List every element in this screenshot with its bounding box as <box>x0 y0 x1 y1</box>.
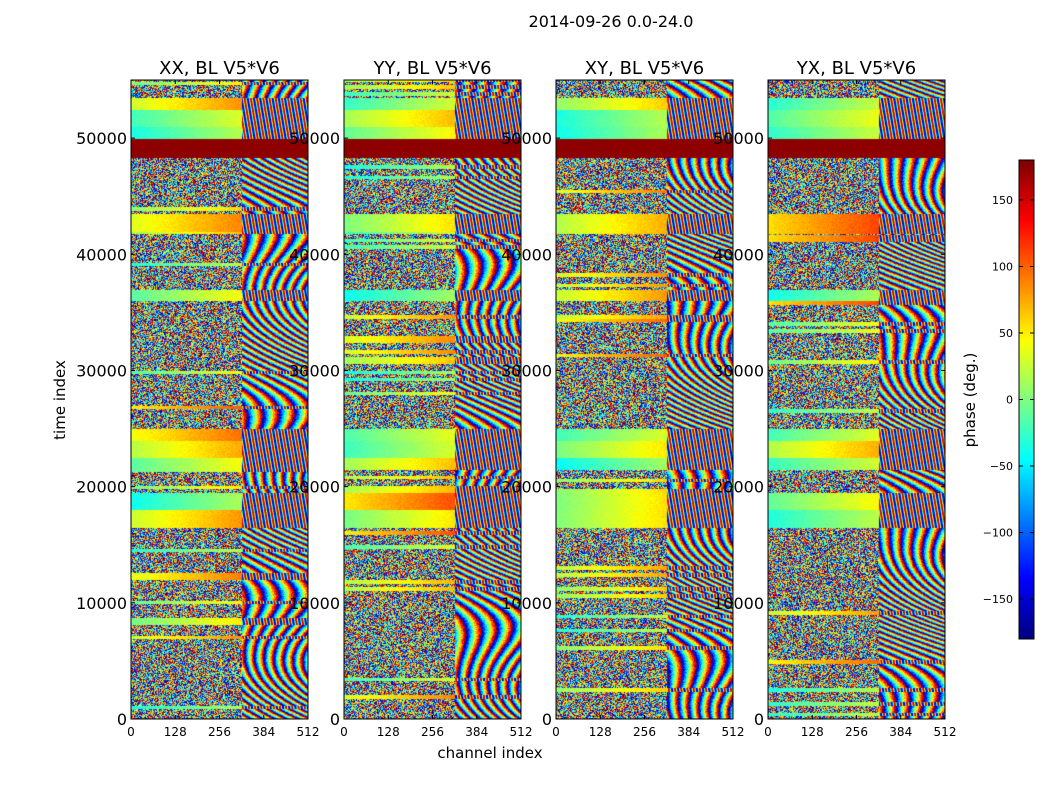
panel-title-4: YX, BL V5*V6 <box>796 58 916 79</box>
colorbar-tick-label: −150 <box>983 593 1013 606</box>
x-axis-label: channel index <box>437 744 542 762</box>
colorbar: 150 100 50 0 −50 −100 −150 phase (deg.) <box>961 159 1035 640</box>
x-tick-label: 0 <box>552 725 560 739</box>
x-tick-label: 256 <box>421 725 444 739</box>
x-tick-label: 512 <box>297 725 320 739</box>
heatmap-image-3 <box>556 80 733 719</box>
x-tick-label: 128 <box>377 725 400 739</box>
y-tick-label: 40000 <box>76 245 127 264</box>
x-tick-label: 256 <box>845 725 868 739</box>
y-tick-label: 10000 <box>713 594 764 613</box>
heatmap-image-2 <box>344 80 521 719</box>
panel-title-2: YY, BL V5*V6 <box>372 58 491 79</box>
axis-labels: time index channel index <box>51 360 543 762</box>
y-tick-label: 30000 <box>289 361 340 380</box>
figure-title: 2014-09-26 0.0-24.0 <box>528 12 694 31</box>
y-tick-label: 10000 <box>289 594 340 613</box>
y-tick-label: 10000 <box>76 594 127 613</box>
panel-title-1: XX, BL V5*V6 <box>159 58 280 79</box>
y-tick-label: 0 <box>330 710 340 729</box>
x-tick-label: 384 <box>889 725 912 739</box>
panel-group: XX, BL V5*V6 0 128 256 384 512 0 10000 20000 3000… <box>76 58 956 739</box>
y-tick-label: 20000 <box>76 478 127 497</box>
colorbar-tick-label: 100 <box>992 260 1013 273</box>
colorbar-tick-label: 0 <box>1006 394 1013 407</box>
y-tick-label: 30000 <box>501 361 552 380</box>
x-tick-label: 512 <box>934 725 957 739</box>
y-axis-label: time index <box>51 360 69 440</box>
y-tick-label: 50000 <box>289 129 340 148</box>
y-tick-label: 40000 <box>289 245 340 264</box>
y-tick-label: 50000 <box>501 129 552 148</box>
x-tick-label: 0 <box>764 725 772 739</box>
x-tick-label: 256 <box>208 725 231 739</box>
y-tick-label: 20000 <box>289 478 340 497</box>
x-tick-label: 128 <box>801 725 824 739</box>
y-tick-label: 40000 <box>713 245 764 264</box>
colorbar-tick-label: −100 <box>983 527 1013 540</box>
x-tick-label: 384 <box>677 725 700 739</box>
x-tick-label: 384 <box>252 725 275 739</box>
y-tick-label: 50000 <box>713 129 764 148</box>
y-tick-label: 30000 <box>713 361 764 380</box>
y-tick-label: 40000 <box>501 245 552 264</box>
colorbar-gradient <box>1019 160 1034 639</box>
heatmap-image-1 <box>131 80 308 719</box>
y-tick-label: 0 <box>754 710 764 729</box>
x-tick-label: 0 <box>127 725 135 739</box>
x-tick-label: 512 <box>510 725 533 739</box>
y-tick-label: 30000 <box>76 361 127 380</box>
y-tick-label: 50000 <box>76 129 127 148</box>
colorbar-tick-label: 150 <box>992 194 1013 207</box>
x-tick-label: 384 <box>465 725 488 739</box>
x-tick-label: 512 <box>722 725 745 739</box>
x-tick-label: 128 <box>589 725 612 739</box>
colorbar-label: phase (deg.) <box>961 353 979 448</box>
colorbar-tick-label: 50 <box>999 327 1013 340</box>
y-tick-label: 20000 <box>713 478 764 497</box>
panel-title-3: XY, BL V5*V6 <box>585 58 704 79</box>
y-tick-label: 10000 <box>501 594 552 613</box>
x-tick-label: 256 <box>633 725 656 739</box>
y-tick-label: 20000 <box>501 478 552 497</box>
heatmap-image-4 <box>768 80 945 719</box>
x-tick-label: 0 <box>340 725 348 739</box>
y-tick-label: 0 <box>542 710 552 729</box>
x-tick-label: 128 <box>164 725 187 739</box>
y-tick-label: 0 <box>117 710 127 729</box>
colorbar-tick-label: −50 <box>990 460 1013 473</box>
